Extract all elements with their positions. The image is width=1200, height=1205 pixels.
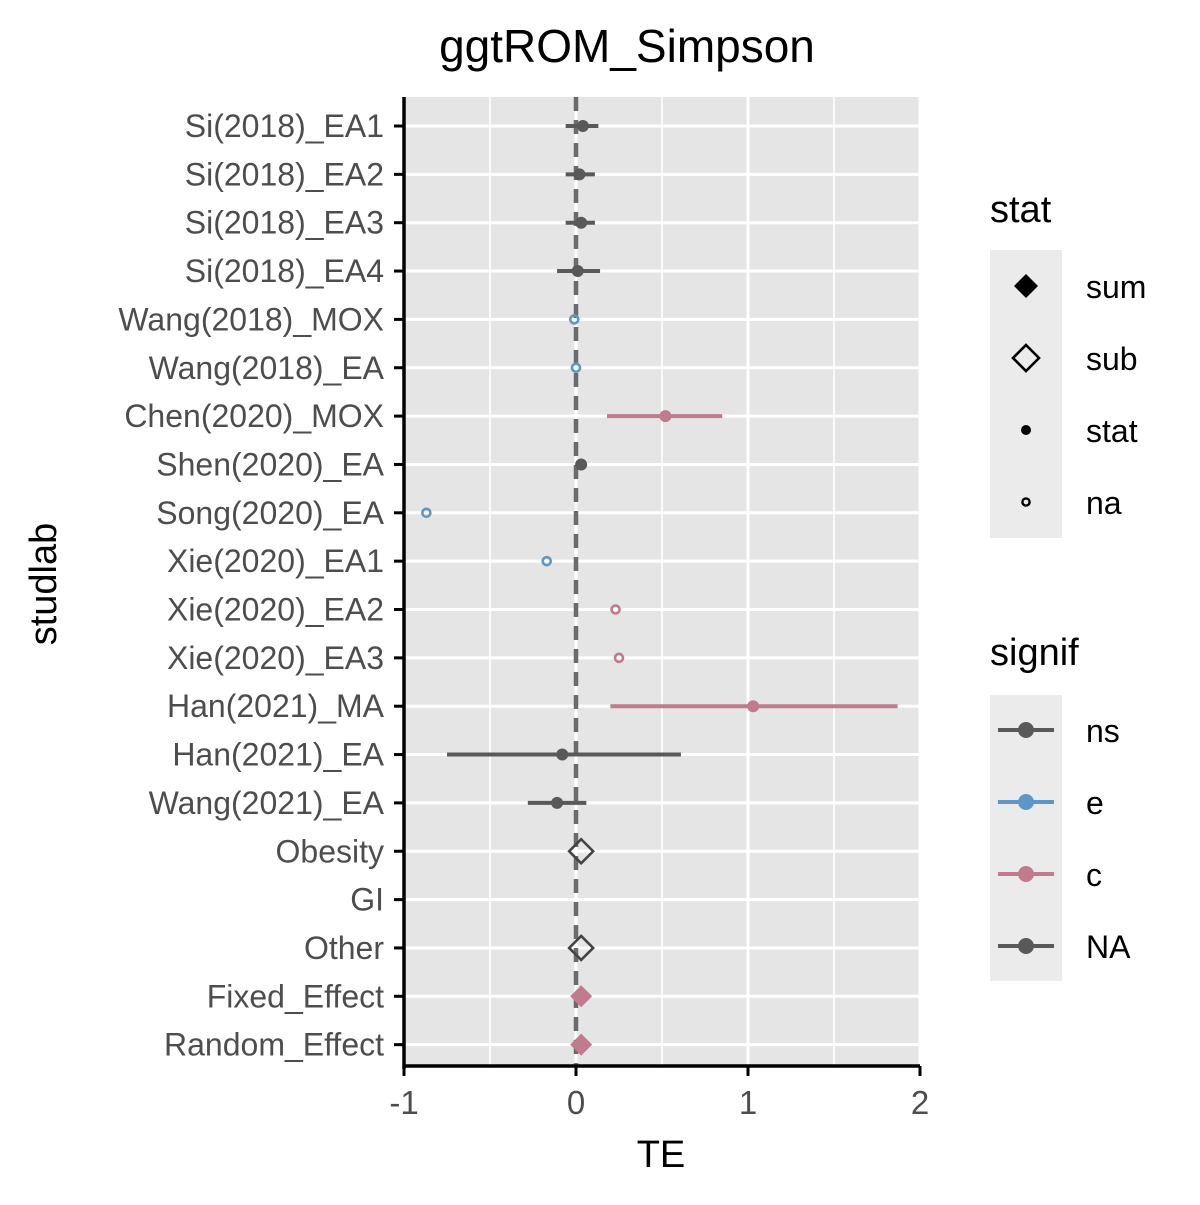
legend-label: stat — [1086, 413, 1138, 449]
legend-title: signif — [990, 632, 1079, 674]
y-tick-label: GI — [350, 882, 384, 918]
point-estimate — [659, 410, 672, 423]
legend-label: sum — [1086, 269, 1146, 305]
legend-key-na — [1021, 497, 1031, 507]
point-estimate — [571, 265, 584, 278]
y-tick-label: Wang(2018)_EA — [149, 350, 385, 386]
y-tick-label: Xie(2020)_EA2 — [167, 592, 384, 628]
point-estimate — [556, 748, 569, 761]
y-tick-label: Obesity — [276, 833, 384, 869]
summary-diamond — [570, 1033, 593, 1056]
y-tick-label: Si(2018)_EA1 — [185, 108, 384, 144]
y-tick-label: Si(2018)_EA3 — [185, 205, 384, 241]
point-estimate-na — [610, 604, 621, 615]
subgroup-diamond — [567, 837, 595, 866]
x-tick-label: 2 — [911, 1084, 929, 1121]
point-estimate — [747, 700, 760, 713]
legend-key-sub — [1011, 343, 1041, 373]
y-tick-label: Han(2021)_MA — [167, 688, 385, 724]
x-axis-title: TE — [637, 1134, 686, 1176]
y-tick-label: Shen(2020)_EA — [156, 446, 384, 482]
y-tick-label: Fixed_Effect — [207, 978, 384, 1014]
y-tick-label: Other — [304, 930, 384, 966]
y-axis-title: studlab — [23, 523, 65, 646]
summary-diamond — [570, 985, 593, 1008]
x-tick-label: -1 — [389, 1084, 418, 1121]
legend-title: stat — [990, 189, 1052, 231]
x-tick-label: 1 — [739, 1084, 757, 1121]
y-tick-label: Wang(2021)_EA — [149, 785, 385, 821]
y-tick-label: Xie(2020)_EA1 — [167, 543, 384, 579]
legend-key-background — [990, 695, 1062, 981]
point-estimate-na — [568, 314, 580, 325]
y-tick-label: Si(2018)_EA2 — [185, 156, 384, 192]
legend-key-sum — [1014, 274, 1038, 298]
point-estimate-na — [421, 507, 432, 519]
y-tick-label: Random_Effect — [164, 1027, 384, 1063]
legend-key-point — [1018, 938, 1034, 954]
point-estimate-na — [541, 555, 553, 567]
y-tick-label: Wang(2018)_MOX — [118, 301, 384, 337]
legend-label: ns — [1086, 713, 1120, 749]
point-estimate — [573, 168, 586, 181]
point-estimate-na — [570, 362, 582, 374]
legend-key-stat — [1021, 425, 1031, 435]
y-tick-label: Han(2021)_EA — [172, 737, 384, 773]
point-estimate — [575, 216, 588, 229]
point-estimate-na — [613, 652, 625, 664]
y-tick-label: Xie(2020)_EA3 — [167, 640, 384, 676]
point-estimate — [576, 120, 589, 132]
y-tick-label: Chen(2020)_MOX — [124, 398, 384, 434]
legend-label: sub — [1086, 341, 1138, 377]
legend-key-point — [1018, 722, 1034, 738]
legend-label: e — [1086, 785, 1104, 821]
subgroup-diamond — [567, 934, 595, 962]
legend-label: c — [1086, 857, 1102, 893]
chart-title: ggtROM_Simpson — [439, 20, 815, 72]
legend-label: na — [1086, 485, 1122, 521]
legend-key-point — [1018, 794, 1034, 810]
legend-label: NA — [1086, 929, 1131, 965]
x-tick-label: 0 — [567, 1084, 585, 1121]
y-tick-label: Si(2018)_EA4 — [185, 253, 384, 289]
legend-key-point — [1018, 866, 1034, 882]
point-estimate — [551, 796, 564, 809]
y-tick-label: Song(2020)_EA — [156, 495, 384, 531]
point-estimate — [575, 458, 588, 471]
